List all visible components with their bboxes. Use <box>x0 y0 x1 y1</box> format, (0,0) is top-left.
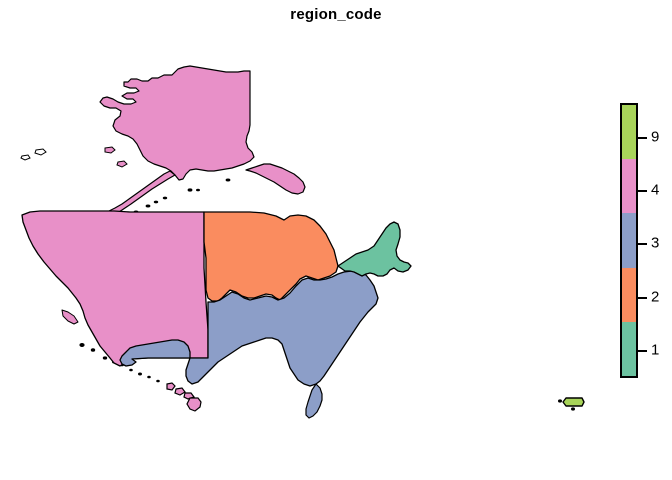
hawaii-kauai[interactable] <box>166 382 176 391</box>
legend-band-2[interactable] <box>622 267 636 322</box>
alaska-island-3 <box>34 148 47 156</box>
alaska-island-1 <box>104 146 116 154</box>
alaska-panhandle[interactable] <box>245 163 306 195</box>
puerto-rico-islet-2 <box>571 407 575 411</box>
legend-tick-4 <box>638 190 647 192</box>
alaska-mainland[interactable] <box>99 65 255 181</box>
legend: 9 4 3 2 1 <box>616 98 672 388</box>
puerto-rico-island[interactable] <box>562 397 585 407</box>
map-region-alaska[interactable] <box>20 65 306 236</box>
legend-tick-1 <box>638 350 647 352</box>
west-coast-detail <box>61 309 79 325</box>
legend-label-1: 1 <box>651 341 660 359</box>
legend-label-4: 4 <box>651 181 660 199</box>
alaska-island-2 <box>116 160 128 168</box>
map-svg <box>20 65 585 419</box>
map-region-northeast[interactable] <box>337 221 412 277</box>
choropleth-map <box>0 40 610 470</box>
south-florida-peninsula[interactable] <box>305 383 323 419</box>
map-region-midwest[interactable] <box>203 211 339 302</box>
legend-label-9: 9 <box>651 128 660 146</box>
legend-tick-3 <box>638 243 647 245</box>
legend-band-1[interactable] <box>622 321 636 376</box>
hawaii-big-island[interactable] <box>186 397 202 412</box>
map-region-hawaii[interactable] <box>79 343 202 412</box>
legend-colorbar[interactable] <box>620 103 638 378</box>
legend-band-4[interactable] <box>622 159 636 214</box>
map-region-south[interactable] <box>119 270 379 387</box>
alaska-coastal-islets <box>145 178 231 208</box>
legend-label-3: 3 <box>651 234 660 252</box>
hawaii-oahu[interactable] <box>174 387 186 396</box>
page-title: region_code <box>290 6 382 23</box>
legend-band-3[interactable] <box>622 213 636 268</box>
puerto-rico-islet <box>558 399 562 403</box>
legend-tick-2 <box>638 297 647 299</box>
legend-tick-9 <box>638 137 647 139</box>
legend-band-9[interactable] <box>622 105 636 160</box>
alaska-island-4 <box>20 154 31 161</box>
legend-label-2: 2 <box>651 288 660 306</box>
map-region-puerto-rico[interactable] <box>558 397 585 411</box>
